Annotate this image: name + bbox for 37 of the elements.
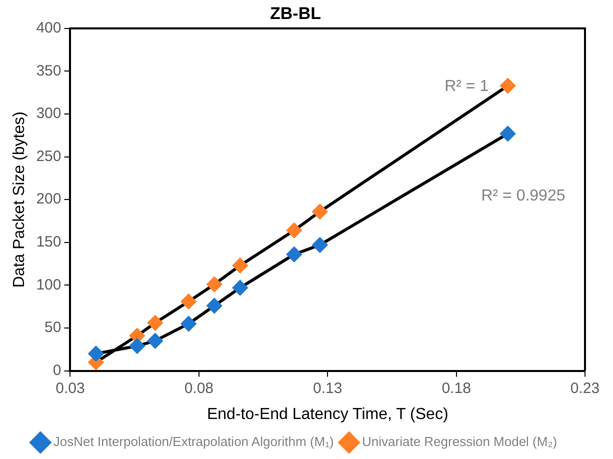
legend-label: JosNet Interpolation/Extrapolation Algorithm (M₁) — [53, 434, 334, 450]
y-tick-label: 100 — [36, 276, 62, 294]
point — [88, 346, 104, 362]
y-tick-label: 50 — [44, 319, 62, 336]
point — [286, 246, 302, 262]
point — [148, 333, 163, 348]
x-tick-label: 0.03 — [56, 380, 85, 397]
point — [181, 316, 196, 332]
point — [232, 280, 248, 296]
y-tick-label: 250 — [36, 148, 62, 165]
y-tick-label: 350 — [36, 62, 62, 80]
y-tick-label: 200 — [36, 190, 62, 208]
y-tick-label: 150 — [36, 234, 62, 251]
chart-title: ZB-BL — [270, 4, 321, 23]
x-axis-title: End-to-End Latency Time, T (Sec) — [206, 406, 448, 423]
point — [206, 298, 222, 314]
y-tick-label: 0 — [52, 362, 62, 379]
point — [232, 258, 248, 274]
point — [500, 126, 516, 142]
point — [312, 204, 328, 220]
point — [206, 276, 222, 292]
y-axis-title: Data Packet Size (bytes) — [11, 112, 28, 288]
point — [130, 338, 145, 354]
point — [312, 237, 328, 252]
x-tick-label: 0.23 — [570, 380, 600, 397]
annotation: R² = 1 — [444, 78, 489, 96]
x-tick-label: 0.08 — [184, 380, 214, 397]
x-tick-label: 0.13 — [313, 380, 342, 397]
annotation: R² = 0.9925 — [481, 188, 566, 205]
point — [500, 78, 516, 94]
y-tick-label: 300 — [36, 105, 62, 122]
point — [286, 222, 302, 238]
point — [148, 315, 163, 330]
point — [181, 294, 196, 309]
y-tick-label: 400 — [36, 20, 62, 37]
x-tick-label: 0.18 — [442, 380, 471, 397]
legend-label: Univariate Regression Model (M₂) — [362, 434, 558, 450]
